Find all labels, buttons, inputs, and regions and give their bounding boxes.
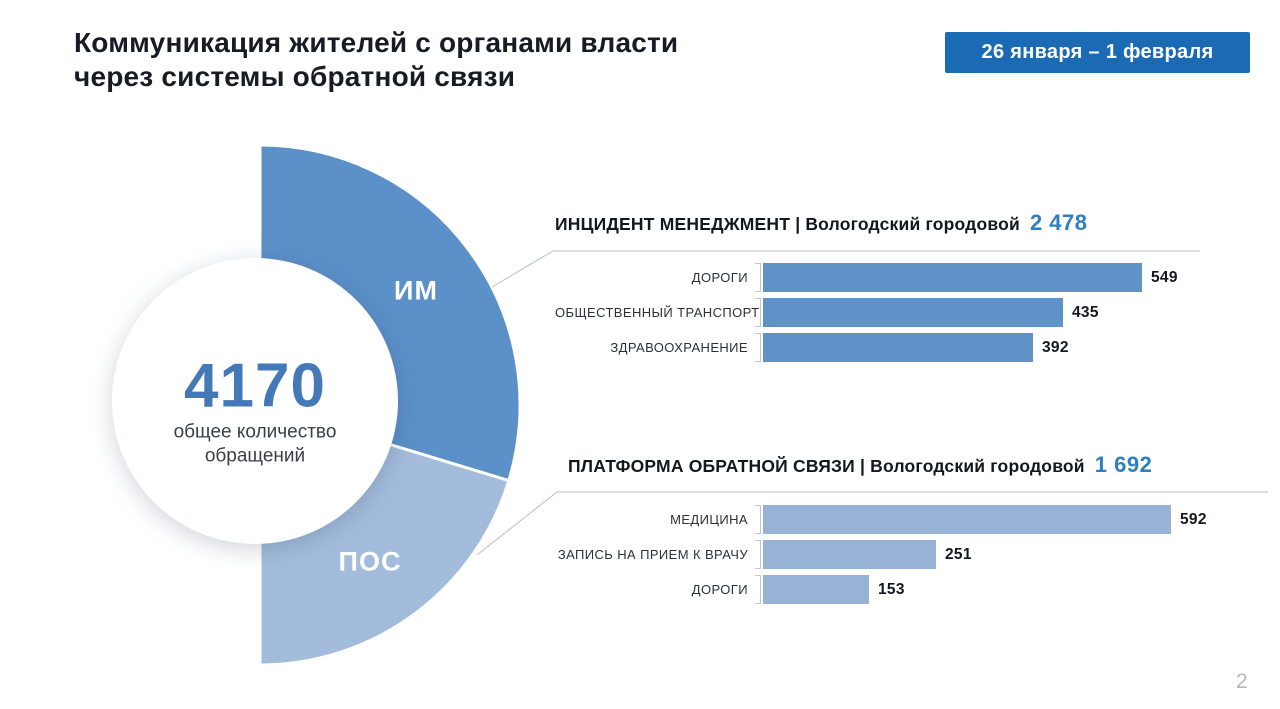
page-title: Коммуникация жителей с органами власти ч…: [74, 27, 679, 92]
axis-bracket: [755, 540, 761, 569]
table-row: ЗДРАВООХРАНЕНИЕ 392: [555, 333, 1178, 362]
bar-value: 153: [878, 580, 905, 598]
bar-label: МЕДИЦИНА: [670, 512, 748, 527]
bar: [763, 540, 936, 569]
section-total-incident: 2 478: [1029, 210, 1088, 235]
page-number: 2: [1236, 670, 1248, 693]
bar-chart-pos: МЕДИЦИНА 592 ЗАПИСЬ НА ПРИЕМ К ВРАЧУ 251…: [555, 505, 1207, 604]
axis-bracket: [755, 298, 761, 327]
bar-value: 435: [1072, 303, 1099, 321]
bar: [763, 575, 869, 604]
bar-value: 251: [945, 545, 972, 563]
table-row: ЗАПИСЬ НА ПРИЕМ К ВРАЧУ 251: [555, 540, 1207, 569]
donut-center-circle: [112, 258, 398, 544]
bar-chart-incident: ДОРОГИ 549 ОБЩЕСТВЕННЫЙ ТРАНСПОРТ 435 ЗД…: [555, 263, 1178, 362]
table-row: МЕДИЦИНА 592: [555, 505, 1207, 534]
axis-bracket: [755, 575, 761, 604]
bar-label: ЗАПИСЬ НА ПРИЕМ К ВРАЧУ: [557, 547, 748, 562]
bar-label: ЗДРАВООХРАНЕНИЕ: [610, 340, 748, 355]
section-title-pos: ПЛАТФОРМА ОБРАТНОЙ СВЯЗИ | Вологодский г…: [568, 456, 1085, 476]
bar-value: 592: [1180, 510, 1207, 528]
table-row: ДОРОГИ 153: [555, 575, 1207, 604]
bar-label: ДОРОГИ: [691, 270, 748, 285]
section-header-incident: ИНЦИДЕНТ МЕНЕДЖМЕНТ | Вологодский городо…: [555, 210, 1088, 236]
bar: [763, 333, 1033, 362]
section-title-incident: ИНЦИДЕНТ МЕНЕДЖМЕНТ | Вологодский городо…: [555, 214, 1020, 234]
callout-line-pos: [476, 491, 1268, 556]
bar: [763, 298, 1063, 327]
table-row: ДОРОГИ 549: [555, 263, 1178, 292]
bar-value: 549: [1151, 268, 1178, 286]
callout-line-incident: [491, 250, 1200, 288]
date-range-badge: 26 января – 1 февраля: [945, 32, 1250, 73]
axis-bracket: [755, 505, 761, 534]
axis-bracket: [755, 263, 761, 292]
section-total-pos: 1 692: [1094, 452, 1153, 477]
bar: [763, 505, 1171, 534]
bar-label: ОБЩЕСТВЕННЫЙ ТРАНСПОРТ: [555, 305, 760, 320]
table-row: ОБЩЕСТВЕННЫЙ ТРАНСПОРТ 435: [555, 298, 1178, 327]
donut-total-caption: общее количество обращений: [173, 421, 337, 466]
bar-label: ДОРОГИ: [691, 582, 748, 597]
donut-total-value: 4170: [184, 351, 326, 421]
donut-label-pos: ПОС: [338, 546, 402, 577]
axis-bracket: [755, 333, 761, 362]
donut-label-im: ИМ: [394, 275, 438, 306]
bar-value: 392: [1042, 338, 1069, 356]
section-header-pos: ПЛАТФОРМА ОБРАТНОЙ СВЯЗИ | Вологодский г…: [568, 452, 1152, 478]
bar: [763, 263, 1142, 292]
